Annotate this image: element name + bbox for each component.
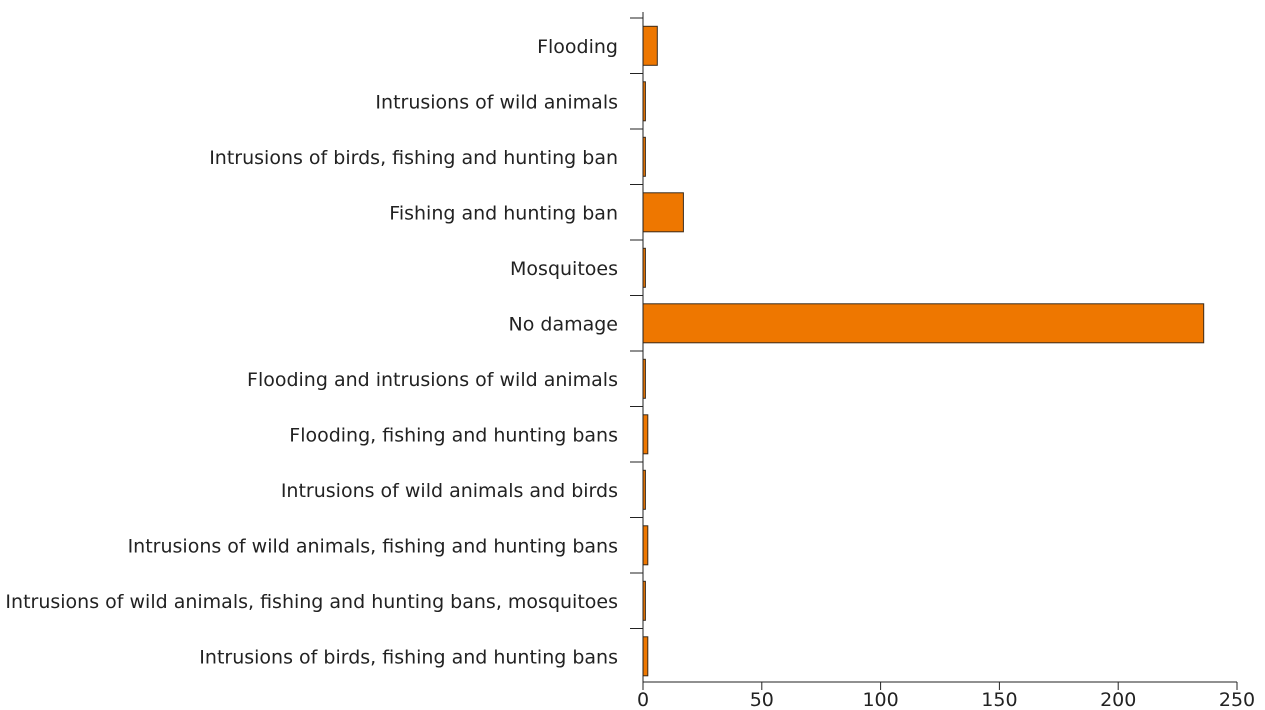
x-tick-labels: 0 50 100 150 200 250 xyxy=(637,689,1255,710)
bar-9 xyxy=(642,525,649,566)
x-tick-label-4: 200 xyxy=(1100,689,1136,710)
bar-3 xyxy=(642,192,684,233)
x-tick-label-3: 150 xyxy=(981,689,1017,710)
x-tick-label-5: 250 xyxy=(1219,689,1255,710)
category-label-3: Fishing and hunting ban xyxy=(389,202,618,224)
category-label-7: Flooding, fishing and hunting bans xyxy=(289,424,618,446)
category-label-9: Intrusions of wild animals, fishing and … xyxy=(128,535,618,557)
bars-layer xyxy=(642,25,1205,677)
category-label-1: Intrusions of wild animals xyxy=(375,91,618,113)
category-label-10: Intrusions of wild animals, fishing and … xyxy=(5,591,618,613)
category-label-11: Intrusions of birds, fishing and hunting… xyxy=(199,646,618,668)
x-tick-label-2: 100 xyxy=(862,689,898,710)
category-label-0: Flooding xyxy=(537,36,618,58)
axes xyxy=(630,12,1238,690)
bar-5 xyxy=(642,303,1205,344)
bar-0 xyxy=(642,25,658,66)
category-label-4: Mosquitoes xyxy=(510,258,618,280)
category-label-5: No damage xyxy=(509,313,618,335)
x-tick-label-1: 50 xyxy=(750,689,774,710)
x-tick-label-0: 0 xyxy=(637,689,649,710)
category-label-6: Flooding and intrusions of wild animals xyxy=(247,369,618,391)
bar-11 xyxy=(642,636,649,677)
bar-7 xyxy=(642,414,649,455)
category-labels: Flooding Intrusions of wild animals Intrus… xyxy=(5,36,618,668)
category-label-8: Intrusions of wild animals and birds xyxy=(281,480,618,502)
category-label-2: Intrusions of birds, fishing and hunting… xyxy=(209,147,618,169)
